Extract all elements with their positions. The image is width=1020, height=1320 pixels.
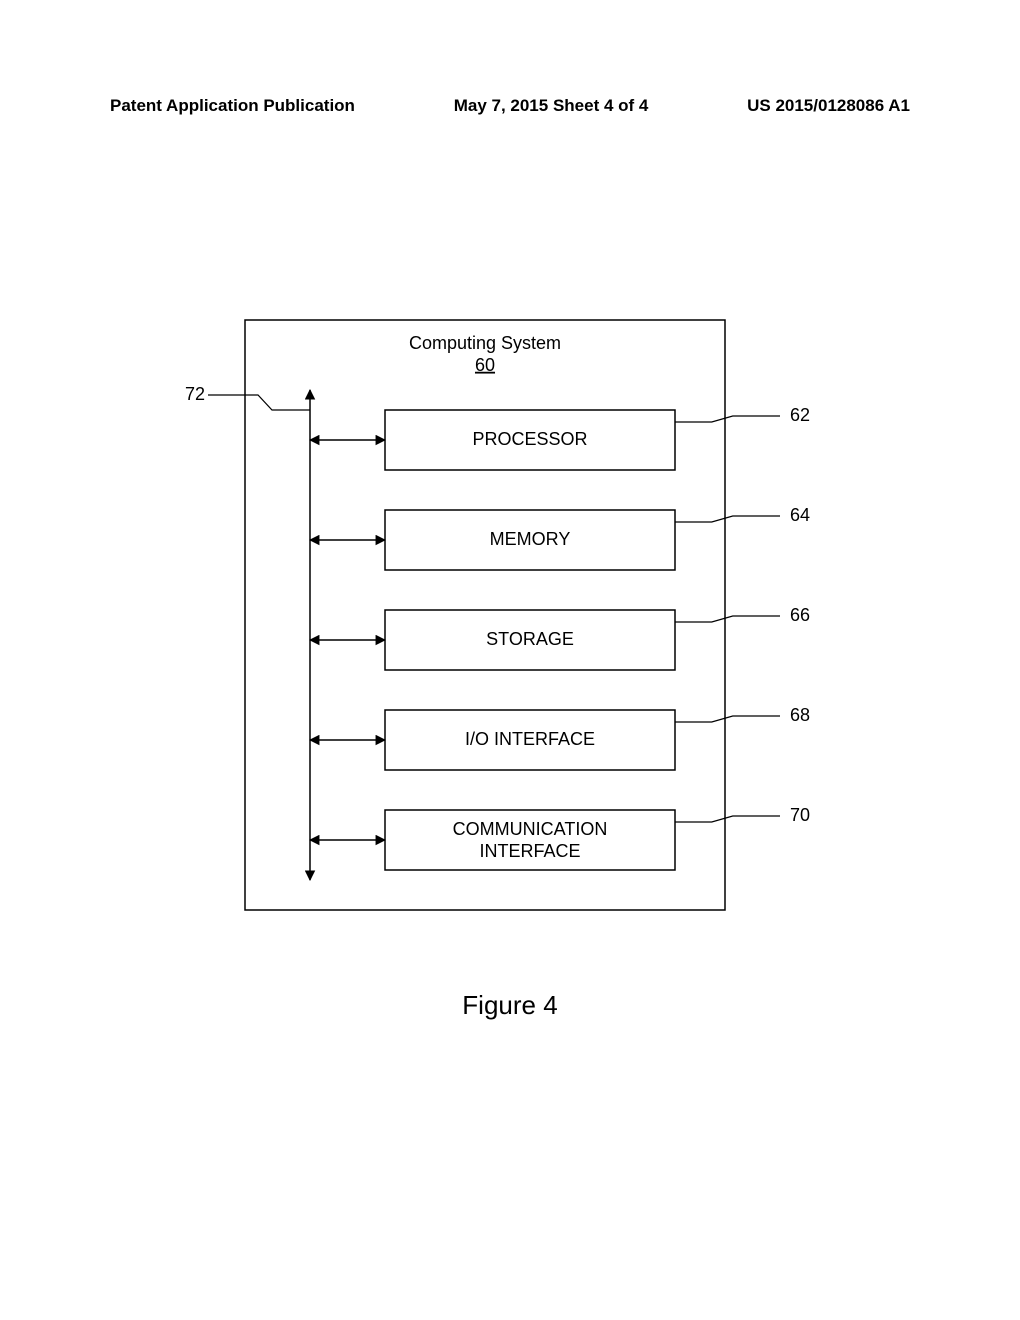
computing-system-diagram: Computing System60 72 PROCESSOR 62 MEMORY 64 S… [0, 0, 1020, 1320]
ref-label-66: 66 [790, 605, 810, 625]
bus-ref-label: 72 [185, 384, 205, 404]
block-label-66: STORAGE [486, 629, 574, 649]
ref-label-68: 68 [790, 705, 810, 725]
block-label-70-l2: INTERFACE [479, 841, 580, 861]
ref-lead-64 [675, 516, 780, 522]
system-title: Computing System [409, 333, 561, 353]
block-label-68: I/O INTERFACE [465, 729, 595, 749]
ref-lead-66 [675, 616, 780, 622]
figure-caption-text: Figure 4 [462, 990, 557, 1020]
block-label-64: MEMORY [490, 529, 571, 549]
ref-label-64: 64 [790, 505, 810, 525]
ref-lead-68 [675, 716, 780, 722]
system-ref-num: 60 [475, 355, 495, 375]
block-label-62: PROCESSOR [472, 429, 587, 449]
bus-ref-lead [208, 395, 310, 410]
ref-label-62: 62 [790, 405, 810, 425]
page: Patent Application Publication May 7, 20… [0, 0, 1020, 1320]
ref-label-70: 70 [790, 805, 810, 825]
ref-lead-70 [675, 816, 780, 822]
figure-caption: Figure 4 [0, 990, 1020, 1021]
ref-lead-62 [675, 416, 780, 422]
block-label-70-l1: COMMUNICATION [453, 819, 608, 839]
